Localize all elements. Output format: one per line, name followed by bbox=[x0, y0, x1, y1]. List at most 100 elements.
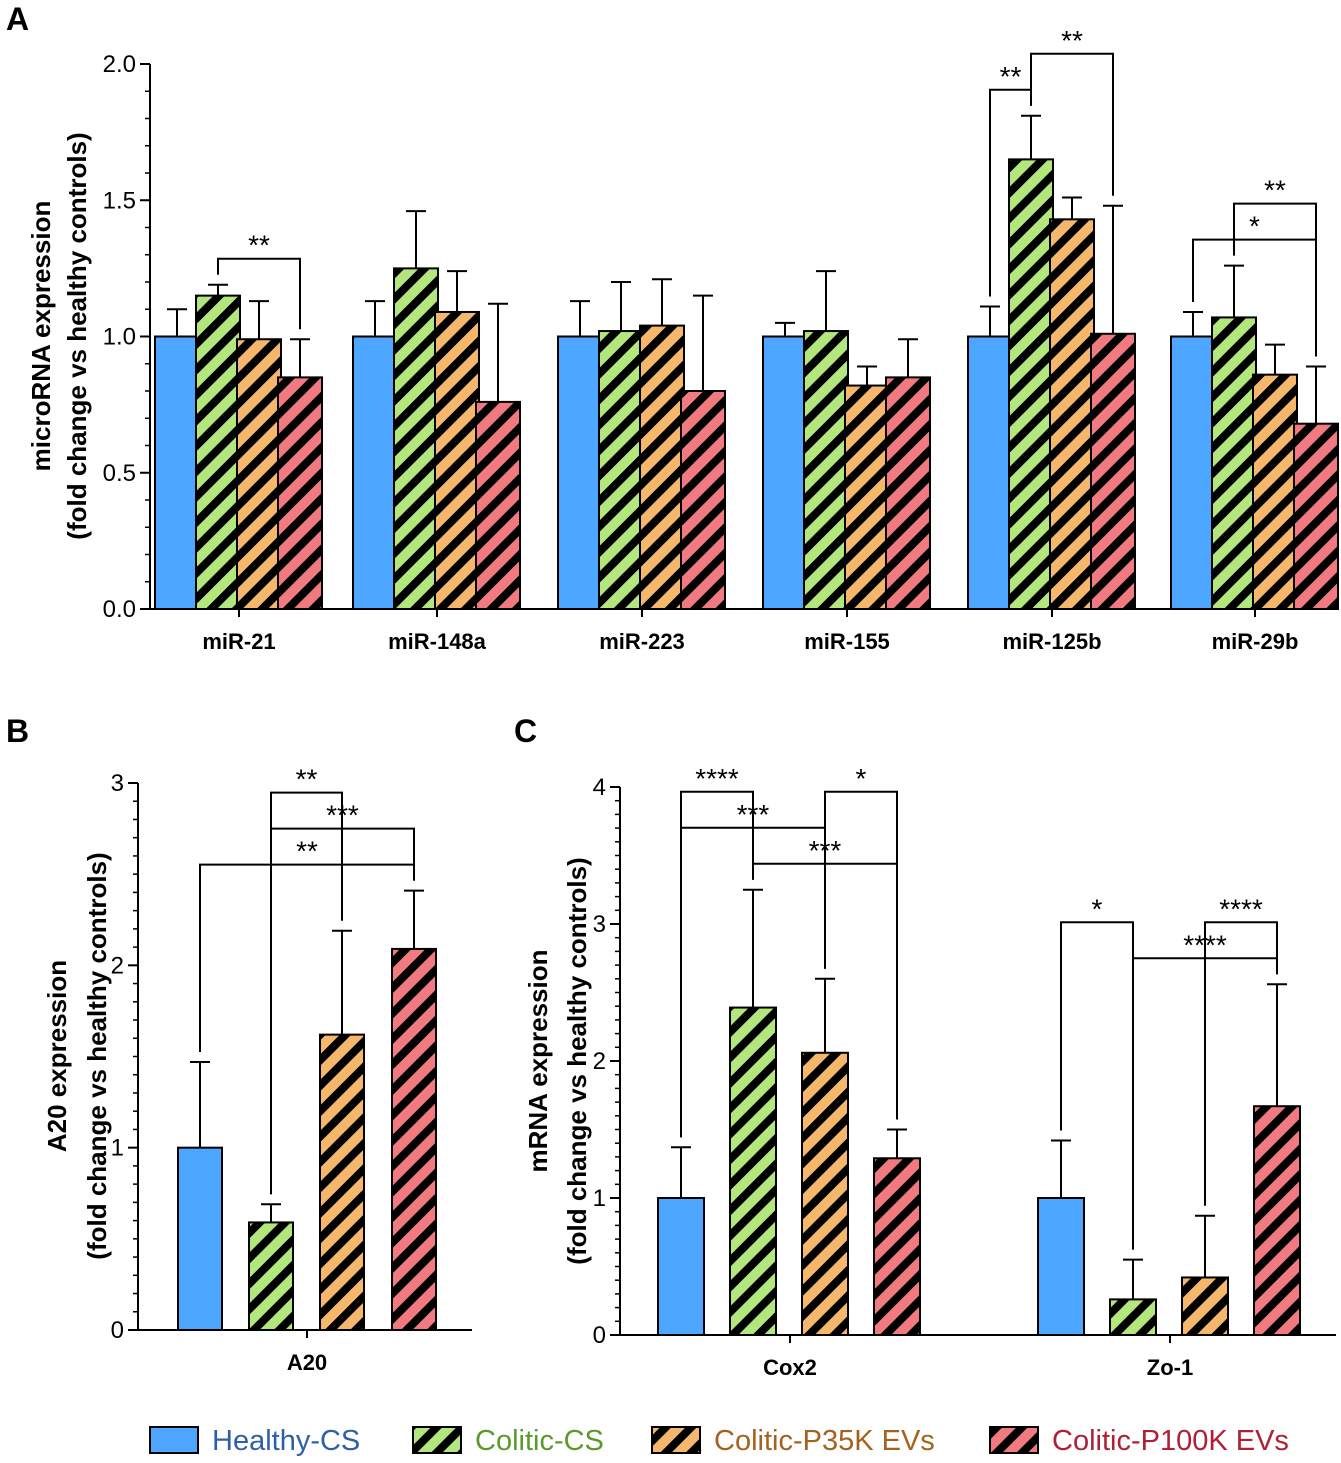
panel-a-bar-mir-29b-colitic-p100k-evs bbox=[1293, 422, 1339, 611]
panel-c-significance-label: **** bbox=[1219, 893, 1263, 924]
panel-a-bar-mir-125b-colitic-p100k-evs bbox=[1090, 332, 1136, 610]
panel-a-bar-mir-155-healthy-cs bbox=[762, 335, 808, 610]
panel-b-ytick-label: 1 bbox=[111, 1135, 124, 1162]
panel-a-bar-mir-21-healthy-cs bbox=[154, 335, 200, 610]
panel-a-significance-label: ** bbox=[248, 230, 270, 261]
panel-c-bar-zo-1-colitic-p35k-evs bbox=[1181, 1276, 1229, 1336]
panel-a-category-label-mir-223: miR-223 bbox=[599, 629, 685, 654]
panel-a-bar-mir-155-colitic-cs bbox=[803, 330, 849, 610]
panel-a-ytick-label: 1.0 bbox=[103, 324, 136, 351]
panel-c-ytick-label: 1 bbox=[593, 1185, 606, 1212]
panel-c-ylabel-line-2: (fold change vs healthy controls) bbox=[562, 857, 592, 1264]
panel-a-ytick-label: 2.0 bbox=[103, 51, 136, 78]
panel-a-category-label-mir-21: miR-21 bbox=[202, 629, 275, 654]
panel-a-ylabel: microRNA expression bbox=[26, 201, 56, 472]
legend-swatch-colitic-p100k-evs bbox=[989, 1426, 1039, 1454]
panel-c-category-label-cox2: Cox2 bbox=[763, 1355, 817, 1380]
panel-a-ylabel-2: (fold change vs healthy controls) bbox=[62, 132, 92, 539]
panel-a-bar-mir-223-colitic-cs bbox=[598, 330, 644, 610]
panel-a-bar-mir-125b-healthy-cs bbox=[967, 335, 1013, 610]
panel-c-significance-label: **** bbox=[695, 763, 739, 794]
panel-b-significance-bracket bbox=[270, 791, 343, 1195]
panel-a-bar-mir-29b-colitic-p35k-evs bbox=[1252, 373, 1298, 610]
panel-b-ytick-label: 0 bbox=[111, 1317, 124, 1344]
panel-label-a: A bbox=[6, 1, 29, 37]
panel-b-ytick-label: 3 bbox=[111, 770, 124, 797]
panel-b-significance-label: ** bbox=[296, 764, 318, 795]
panel-a-significance-label: ** bbox=[1000, 61, 1022, 92]
legend-label-healthy-cs: Healthy-CS bbox=[212, 1425, 360, 1457]
panel-c-bar-cox2-colitic-p35k-evs bbox=[801, 1051, 849, 1337]
panel-label-b: B bbox=[6, 713, 29, 749]
panel-a-bar-mir-155-colitic-p35k-evs bbox=[844, 384, 890, 610]
panel-a-significance-label: * bbox=[1249, 211, 1260, 242]
panel-c-ytick-label: 2 bbox=[593, 1048, 606, 1075]
panel-a-ytick-label: 0.5 bbox=[103, 460, 136, 487]
panel-c-bar-zo-1-colitic-cs bbox=[1109, 1298, 1157, 1337]
panel-a-ylabel-line-2: (fold change vs healthy controls) bbox=[62, 132, 92, 539]
panel-a-significance-label: ** bbox=[1061, 25, 1083, 56]
panel-c-ytick-label: 4 bbox=[593, 774, 606, 801]
panel-c-bar-zo-1-healthy-cs bbox=[1037, 1197, 1085, 1336]
panel-c-ytick-label: 0 bbox=[593, 1322, 606, 1349]
panel-c-significance-bracket bbox=[824, 790, 898, 1120]
panel-a-significance-bracket bbox=[217, 257, 301, 330]
panel-c-significance-bracket bbox=[1060, 921, 1134, 1250]
panel-a-ylabel-line-1: microRNA expression bbox=[26, 201, 56, 472]
panel-c-ylabel-2: (fold change vs healthy controls) bbox=[562, 857, 592, 1264]
panel-b-ylabel-line-1: A20 expression bbox=[42, 960, 72, 1152]
panel-a-bar-mir-21-colitic-cs bbox=[195, 294, 241, 610]
panel-a-significance-label: ** bbox=[1264, 175, 1286, 206]
panel-c-ytick-label: 3 bbox=[593, 911, 606, 938]
panel-c-bar-cox2-colitic-cs bbox=[729, 1006, 777, 1336]
panel-a-bar-mir-155-colitic-p100k-evs bbox=[885, 376, 931, 610]
panel-c-significance-bracket bbox=[1204, 921, 1278, 1206]
panel-a-bar-mir-223-healthy-cs bbox=[557, 335, 603, 610]
panel-c-chart: mRNA expression (fold change vs healthy c… bbox=[523, 763, 1336, 1380]
panel-a-category-label-mir-155: miR-155 bbox=[804, 629, 890, 654]
panel-c-significance-bracket bbox=[680, 790, 754, 1138]
panel-a-bar-mir-148a-colitic-cs bbox=[393, 267, 439, 610]
panel-a-bar-mir-148a-colitic-p35k-evs bbox=[434, 310, 480, 610]
panel-c-ylabel-line-1: mRNA expression bbox=[523, 950, 553, 1173]
panel-b-significance-label: ** bbox=[296, 836, 318, 867]
panel-a-bar-mir-223-colitic-p35k-evs bbox=[639, 324, 685, 610]
panel-b-significance-bracket bbox=[199, 863, 415, 1052]
panel-a-significance-bracket bbox=[1030, 52, 1114, 196]
panel-c-significance-label: * bbox=[1092, 893, 1103, 924]
panel-a-bar-mir-148a-healthy-cs bbox=[352, 335, 398, 610]
panel-c-bar-zo-1-colitic-p100k-evs bbox=[1253, 1105, 1301, 1336]
panel-a-bar-mir-29b-healthy-cs bbox=[1170, 335, 1216, 610]
panel-a-bar-mir-125b-colitic-cs bbox=[1008, 158, 1054, 610]
panel-a-category-label-mir-125b: miR-125b bbox=[1002, 629, 1101, 654]
panel-label-c: C bbox=[514, 713, 537, 749]
legend-label-colitic-p35k-evs: Colitic-P35K EVs bbox=[714, 1425, 935, 1457]
panel-b-bar-a20-colitic-p35k-evs bbox=[319, 1033, 365, 1331]
panel-b-bar-a20-colitic-p100k-evs bbox=[391, 947, 437, 1331]
legend-label-colitic-p100k-evs: Colitic-P100K EVs bbox=[1052, 1425, 1289, 1457]
panel-a-bar-mir-21-colitic-p100k-evs bbox=[277, 376, 323, 610]
panel-c-significance-label: * bbox=[856, 763, 867, 794]
panel-b-ytick-label: 2 bbox=[111, 952, 124, 979]
panel-a-bar-mir-21-colitic-p35k-evs bbox=[236, 338, 282, 610]
panel-b-category-label-a20: A20 bbox=[287, 1350, 327, 1375]
panel-b-bar-a20-healthy-cs bbox=[177, 1146, 223, 1331]
panel-a-category-label-mir-148a: miR-148a bbox=[388, 629, 487, 654]
panel-a-bar-mir-148a-colitic-p100k-evs bbox=[475, 400, 521, 610]
panel-a-chart: microRNA expression (fold change vs healt… bbox=[26, 25, 1339, 654]
legend-swatch-colitic-cs bbox=[412, 1426, 462, 1454]
panel-c-ylabel: mRNA expression bbox=[523, 950, 553, 1173]
panel-a-category-label-mir-29b: miR-29b bbox=[1212, 629, 1299, 654]
legend-swatch-healthy-cs bbox=[149, 1426, 199, 1454]
panel-a-bar-mir-29b-colitic-cs bbox=[1211, 316, 1257, 610]
panel-b-ylabel: A20 expression bbox=[42, 960, 72, 1152]
panel-a-bar-mir-223-colitic-p100k-evs bbox=[680, 390, 726, 610]
panel-a-significance-bracket bbox=[1233, 202, 1317, 357]
panel-c-category-label-zo-1: Zo-1 bbox=[1147, 1355, 1193, 1380]
legend-label-colitic-cs: Colitic-CS bbox=[475, 1425, 604, 1457]
panel-a-ytick-label: 0.0 bbox=[103, 596, 136, 623]
legend: Healthy-CS Colitic-CS Colitic-P35K EVs Coli… bbox=[149, 1425, 1289, 1457]
panel-b-ylabel-2: (fold change vs healthy controls) bbox=[82, 852, 112, 1259]
panel-b-bar-a20-colitic-cs bbox=[248, 1221, 294, 1332]
